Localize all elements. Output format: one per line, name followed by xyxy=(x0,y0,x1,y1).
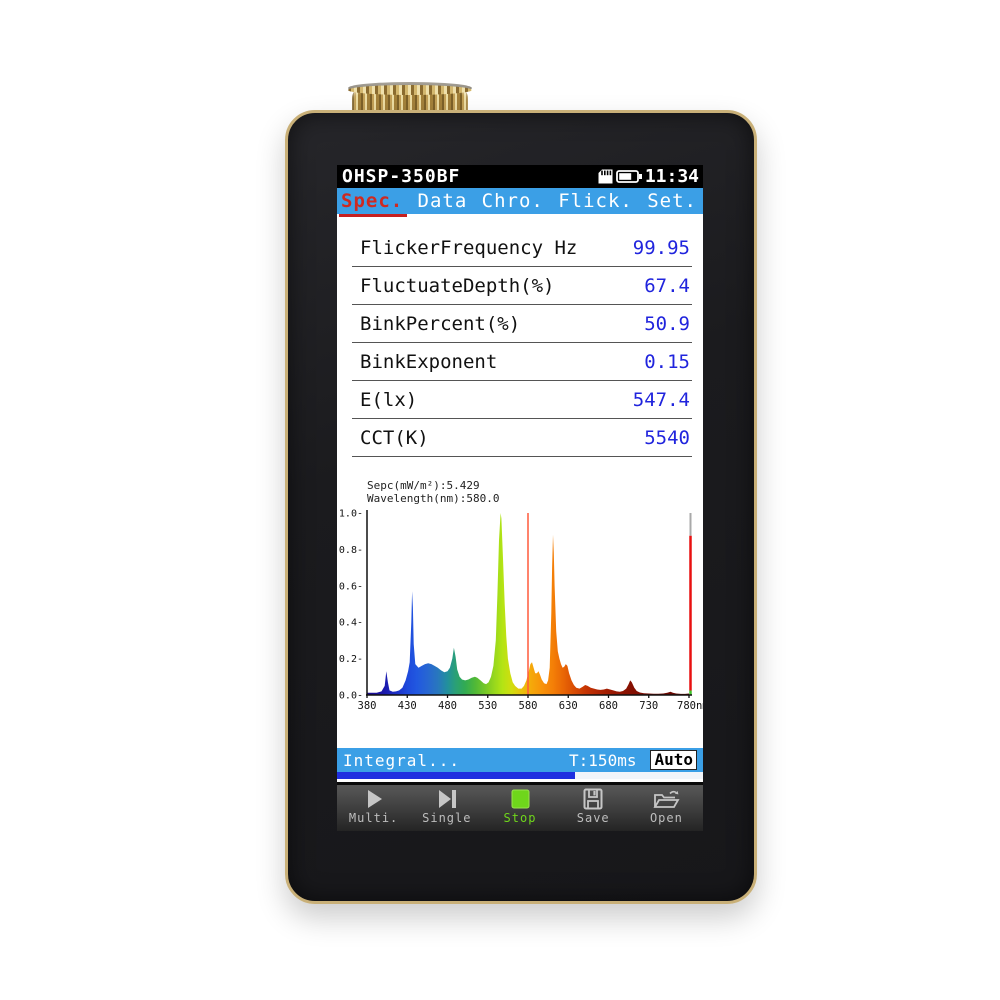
svg-text:0.2-: 0.2- xyxy=(339,654,363,665)
toolbar-label: Single xyxy=(422,811,472,825)
svg-text:430: 430 xyxy=(398,700,417,712)
integration-progress-bar xyxy=(337,772,703,779)
spectral-power-readout: Sepc(mW/m²):5.429 xyxy=(367,479,480,492)
svg-text:0.0-: 0.0- xyxy=(339,691,363,702)
measurement-label: FluctuateDepth(%) xyxy=(360,274,555,297)
measurement-value: 50.9 xyxy=(644,312,690,335)
measurement-value: 547.4 xyxy=(632,388,690,411)
toolbar-label: Open xyxy=(649,811,683,825)
measurement-value: 5540 xyxy=(644,426,690,449)
svg-text:0.6-: 0.6- xyxy=(339,581,363,592)
open-button[interactable]: Open xyxy=(630,788,703,825)
auto-mode-toggle[interactable]: Auto xyxy=(650,750,697,770)
measurement-table: FlickerFrequency Hz 99.95 FluctuateDepth… xyxy=(337,229,703,457)
sd-card-icon xyxy=(598,169,613,184)
measurement-label: BinkPercent(%) xyxy=(360,312,521,335)
stop-icon xyxy=(511,789,530,809)
svg-text:480: 480 xyxy=(438,700,457,712)
measurement-label: E(lx) xyxy=(360,388,418,411)
integration-time-label: T:150ms xyxy=(569,750,637,770)
svg-text:0.8-: 0.8- xyxy=(339,545,363,556)
toolbar-label: Multi. xyxy=(348,811,399,825)
clock: 11:34 xyxy=(644,166,699,187)
spectrum-chart: Sepc(mW/m²):5.429 Wavelength(nm):580.0 1… xyxy=(337,479,703,722)
table-row: BinkPercent(%) 50.9 xyxy=(352,305,692,343)
svg-text:0.4-: 0.4- xyxy=(339,618,363,629)
table-row: FlickerFrequency Hz 99.95 xyxy=(352,229,692,267)
battery-icon xyxy=(615,170,642,183)
bottom-toolbar: Multi. Single Stop xyxy=(337,782,703,831)
measurement-label: FlickerFrequency Hz xyxy=(360,236,578,259)
step-forward-icon xyxy=(438,790,456,808)
table-row: E(lx) 547.4 xyxy=(352,381,692,419)
open-folder-icon xyxy=(653,790,680,808)
save-button[interactable]: Save xyxy=(557,788,630,825)
table-row: BinkExponent 0.15 xyxy=(352,343,692,381)
single-measure-button[interactable]: Single xyxy=(410,788,483,825)
tab-spec[interactable]: Spec. xyxy=(338,190,408,217)
measurement-label: CCT(K) xyxy=(360,426,429,449)
tab-set[interactable]: Set. xyxy=(647,190,697,212)
title-bar: OHSP-350BF 11:34 xyxy=(337,165,703,188)
svg-text:380: 380 xyxy=(358,700,377,712)
tab-flick[interactable]: Flick. xyxy=(558,190,633,212)
integration-status-text: Integral... xyxy=(343,750,460,770)
measurement-value: 0.15 xyxy=(644,350,690,373)
svg-text:1.0-: 1.0- xyxy=(339,509,363,520)
multi-measure-button[interactable]: Multi. xyxy=(337,788,410,825)
lcd-screen: OHSP-350BF 11:34 Spec. xyxy=(337,165,703,831)
svg-text:530: 530 xyxy=(478,700,497,712)
toolbar-label: Save xyxy=(576,811,610,825)
wavelength-cursor-readout: Wavelength(nm):580.0 xyxy=(367,492,500,505)
measurement-value: 99.95 xyxy=(632,236,690,259)
stop-button[interactable]: Stop xyxy=(483,788,556,825)
spectrum-plot: 1.0- 0.8- 0.6- 0.4- 0.2- 0.0-380 430 480 530 580 6… xyxy=(339,509,703,713)
measurement-label: BinkExponent xyxy=(360,350,498,373)
play-icon xyxy=(367,790,382,808)
svg-text:580: 580 xyxy=(519,700,538,712)
svg-text:680: 680 xyxy=(599,700,618,712)
tab-chro[interactable]: Chro. xyxy=(481,190,544,212)
table-row: FluctuateDepth(%) 67.4 xyxy=(352,267,692,305)
tab-data[interactable]: Data xyxy=(417,190,468,212)
table-row: CCT(K) 5540 xyxy=(352,419,692,457)
tab-bar: Spec. Data Chro. Flick. Set. xyxy=(337,188,703,217)
progress-fill xyxy=(337,772,575,779)
save-icon xyxy=(583,788,603,810)
spectrometer-device-body: OHSP-350BF 11:34 Spec. xyxy=(285,110,757,904)
svg-text:630: 630 xyxy=(559,700,578,712)
svg-text:780nm: 780nm xyxy=(677,700,703,712)
measurement-value: 67.4 xyxy=(644,274,690,297)
toolbar-label: Stop xyxy=(503,811,537,825)
device-model-title: OHSP-350BF xyxy=(342,166,461,187)
svg-text:730: 730 xyxy=(639,700,658,712)
status-bar: Integral... T:150ms Auto xyxy=(337,748,703,772)
